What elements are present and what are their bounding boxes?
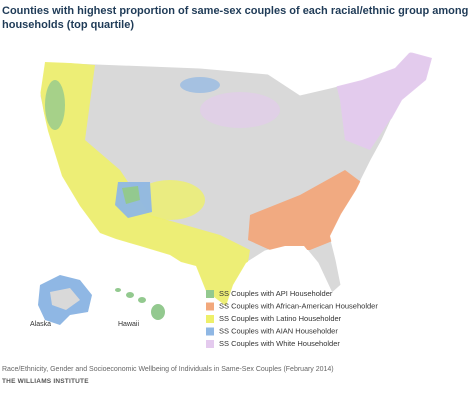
map-label: Hawaii [118, 321, 139, 328]
legend-label: SS Couples with White Householder [219, 339, 340, 348]
map: Alaska Hawaii SS Couples with API Househ… [30, 51, 433, 348]
region [180, 77, 220, 93]
legend-swatch [206, 340, 214, 348]
title: Counties with highest proportion of same… [2, 5, 469, 31]
source: Race/Ethnicity, Gender and Socioeconomic… [2, 366, 334, 373]
region [40, 60, 250, 306]
legend-swatch [206, 315, 214, 323]
institute: THE WILLIAMS INSTITUTE [2, 378, 89, 385]
legend-label: SS Couples with Latino Householder [219, 314, 342, 323]
island [126, 292, 134, 298]
legend-label: SS Couples with African-American Househo… [219, 301, 378, 310]
region [330, 52, 432, 150]
region [45, 80, 65, 130]
legend-label: SS Couples with AIAN Householder [219, 326, 338, 335]
region [122, 186, 140, 204]
island [151, 304, 165, 320]
region [200, 92, 280, 128]
region [135, 180, 205, 220]
map-label: Alaska [30, 321, 51, 328]
legend: SS Couples with API Householder SS Couple… [206, 289, 378, 348]
island [115, 288, 121, 292]
hawaii [115, 288, 165, 320]
legend-swatch [206, 302, 214, 311]
legend-swatch [206, 290, 214, 298]
island [138, 297, 146, 303]
legend-label: SS Couples with API Householder [219, 289, 333, 298]
alaska-inner [50, 288, 80, 310]
legend-swatch [206, 327, 214, 336]
